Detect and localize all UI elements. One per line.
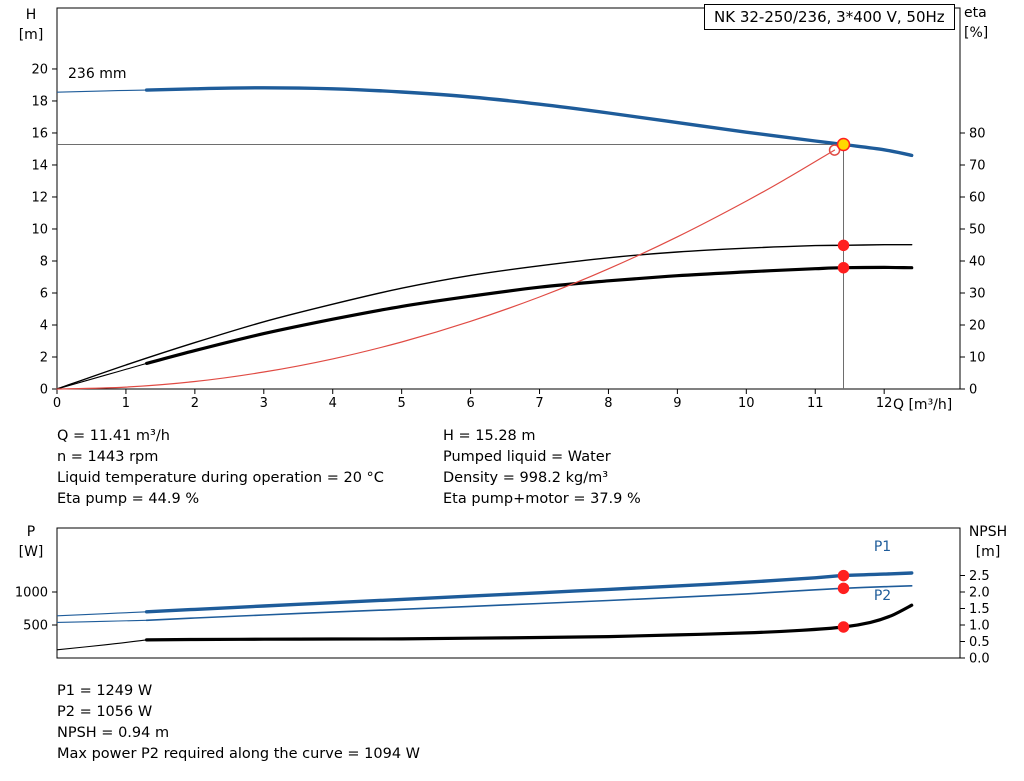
p2-marker: [837, 582, 850, 595]
y-left-tick-label: 6: [40, 286, 48, 301]
y-left-tick-label: 10: [31, 222, 48, 237]
eta-axis-unit: [%]: [964, 25, 989, 41]
npsh-marker: [837, 621, 850, 633]
p2-curve: [145, 585, 913, 622]
y-left-tick-label: 18: [31, 94, 48, 109]
x-tick-label: 7: [535, 396, 543, 411]
eta-axis-label: eta [%]: [964, 3, 988, 43]
liquid-temp-readout: Liquid temperature during operation = 20…: [57, 470, 384, 486]
h-axis-unit: [m]: [18, 27, 44, 43]
power-axis-label: P [W]: [12, 522, 50, 562]
duty-info-right-column: H = 15.28 m Pumped liquid = Water Densit…: [443, 426, 641, 510]
x-tick-label: 12: [876, 396, 893, 411]
y-right-tick-label: 80: [969, 126, 986, 141]
eta-pump-readout: Eta pump = 44.9 %: [57, 491, 200, 507]
hq-eta-chart-frame: [56, 7, 961, 390]
h-axis-label: H [m]: [12, 5, 50, 45]
y-right-tick-label: 10: [969, 350, 986, 365]
eta-pump-motor-curve: [145, 265, 914, 365]
p1-marker: [837, 569, 850, 582]
y-left-tick-label: 12: [31, 190, 48, 205]
h-axis-symbol: H: [25, 7, 37, 23]
hq-eta-chart: 0 1 2 3 4 5 6 7 8 9 10 11 12024681012141618200102030…: [31, 7, 986, 411]
p2-readout: P2 = 1056 W: [57, 704, 153, 720]
pumped-liquid-readout: Pumped liquid = Water: [443, 449, 611, 465]
p1-readout: P1 = 1249 W: [57, 683, 153, 699]
hq-curve-236mm-lead: [56, 89, 147, 93]
x-tick-label: 2: [191, 396, 199, 411]
npsh-axis-label: NPSH [m]: [956, 522, 1020, 562]
236-mm-curve-label: 236 mm: [68, 66, 126, 82]
y-right-tick-label: 1.0: [969, 619, 990, 634]
y-left-tick-label: 2: [40, 350, 48, 365]
eta-pump-marker: [837, 239, 850, 252]
power-axis-symbol: P: [26, 524, 36, 540]
x-tick-label: 3: [260, 396, 268, 411]
duty-q-readout: Q = 11.41 m³/h: [57, 428, 170, 444]
y-right-tick-label: 1.5: [969, 602, 990, 617]
requested-duty-marker: [828, 144, 841, 156]
eta-pump-motor-curve-lead: [56, 362, 147, 390]
p1-curve: [144, 571, 914, 614]
x-tick-label: 9: [673, 396, 681, 411]
y-left-tick-label: 16: [31, 126, 48, 141]
eta-pump-motor-readout: Eta pump+motor = 37.9 %: [443, 491, 641, 507]
duty-info-left-column: Q = 11.41 m³/h n = 1443 rpm Liquid tempe…: [57, 426, 384, 510]
x-tick-label: 11: [807, 396, 824, 411]
y-right-tick-label: 40: [969, 254, 986, 269]
x-tick-label: 10: [738, 396, 755, 411]
y-left-tick-label: 0: [40, 383, 48, 398]
y-right-tick-label: 50: [969, 222, 986, 237]
y-right-tick-label: 30: [969, 286, 986, 301]
y-right-tick-label: 2.5: [969, 569, 990, 584]
npsh-curve-lead: [56, 639, 147, 651]
x-tick-label: 5: [398, 396, 406, 411]
duty-h-readout: H = 15.28 m: [443, 428, 536, 444]
y-left-tick-label: 8: [40, 254, 48, 269]
y-left-tick-label: 500: [23, 619, 48, 634]
y-left-tick-label: 20: [31, 62, 48, 77]
y-left-tick-label: 4: [40, 318, 48, 333]
npsh-axis-unit: [m]: [975, 544, 1001, 560]
eta-pump-motor-marker: [837, 261, 850, 274]
y-left-tick-label: 1000: [15, 586, 48, 601]
duty-point-marker[interactable]: [836, 137, 851, 152]
p2-curve-label: P2: [874, 588, 891, 604]
power-info-column: P1 = 1249 W P2 = 1056 W NPSH = 0.94 m Ma…: [57, 681, 420, 765]
max-p2-readout: Max power P2 required along the curve = …: [57, 746, 420, 762]
y-right-tick-label: 60: [969, 190, 986, 205]
npsh-curve: [145, 603, 914, 642]
eta-pump-curve: [56, 243, 913, 390]
x-tick-label: 0: [53, 396, 61, 411]
power-npsh-chart-frame: [56, 527, 961, 659]
y-right-tick-label: 0.0: [969, 652, 990, 667]
y-right-tick-label: 0.5: [969, 635, 990, 650]
x-tick-label: 1: [122, 396, 130, 411]
x-tick-label: 8: [604, 396, 612, 411]
p2-curve-lead: [56, 619, 147, 623]
density-readout: Density = 998.2 kg/m³: [443, 470, 609, 486]
speed-readout: n = 1443 rpm: [57, 449, 159, 465]
y-right-tick-label: 70: [969, 158, 986, 173]
x-tick-label: 6: [466, 396, 474, 411]
y-left-tick-label: 14: [31, 158, 48, 173]
p1-curve-label: P1: [874, 539, 891, 555]
hq-curve-236mm: [144, 86, 914, 158]
p1-curve-lead: [56, 611, 147, 617]
y-right-tick-label: 20: [969, 318, 986, 333]
npsh-axis-symbol: NPSH: [968, 524, 1008, 540]
system-curve: [56, 149, 836, 390]
pump-title-box: NK 32-250/236, 3*400 V, 50Hz: [704, 4, 955, 30]
power-npsh-chart: 500 1000 0.0 0.51.0 1.52.0 2.5 P1 P2: [15, 527, 990, 667]
eta-axis-symbol: eta: [964, 5, 987, 21]
y-right-tick-label: 2.0: [969, 586, 990, 601]
power-axis-unit: [W]: [18, 544, 44, 560]
q-axis-label: Q [m³/h]: [893, 397, 953, 413]
npsh-readout: NPSH = 0.94 m: [57, 725, 170, 741]
y-right-tick-label: 0: [969, 383, 977, 398]
x-tick-label: 4: [329, 396, 337, 411]
